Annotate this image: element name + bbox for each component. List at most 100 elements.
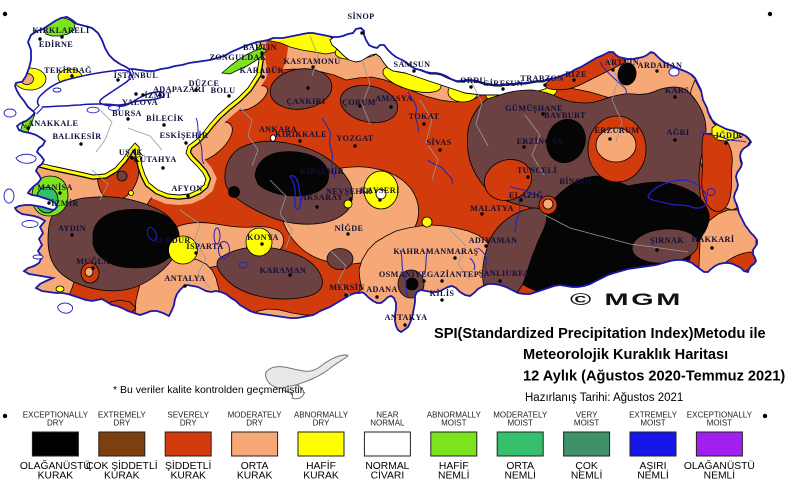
svg-text:KARS: KARS: [665, 86, 689, 95]
svg-text:NEMLİ: NEMLİ: [438, 469, 469, 482]
svg-text:KARABÜK: KARABÜK: [240, 66, 285, 75]
svg-text:EXTREMELY: EXTREMELY: [629, 411, 678, 420]
svg-text:ESKİŞEHİR: ESKİŞEHİR: [160, 130, 209, 140]
svg-text:ÇOK: ÇOK: [575, 461, 597, 472]
svg-text:MANİSA: MANİSA: [37, 182, 73, 192]
svg-text:AFYON: AFYON: [171, 184, 202, 193]
svg-text:KURAK: KURAK: [104, 471, 140, 482]
svg-text:KIRKLARELİ: KIRKLARELİ: [32, 25, 89, 35]
svg-text:GAZİANTEP: GAZİANTEP: [427, 269, 479, 279]
svg-text:MOIST: MOIST: [640, 419, 665, 428]
svg-text:ŞANLIURFA: ŞANLIURFA: [479, 269, 530, 278]
svg-text:NİĞDE: NİĞDE: [335, 223, 364, 233]
svg-text:ÇANKIRI: ÇANKIRI: [286, 97, 325, 106]
svg-text:ERZİNCAN: ERZİNCAN: [517, 136, 564, 146]
svg-text:TOKAT: TOKAT: [409, 112, 440, 121]
svg-text:MOIST: MOIST: [707, 419, 732, 428]
svg-text:BARTIN: BARTIN: [243, 43, 277, 52]
svg-text:DRY: DRY: [47, 419, 64, 428]
svg-text:BİNGÖL: BİNGÖL: [559, 176, 594, 186]
svg-text:OLAĞANÜSTÜ: OLAĞANÜSTÜ: [20, 459, 91, 472]
svg-text:KIRIKKALE: KIRIKKALE: [275, 130, 327, 139]
svg-text:KASTAMONU: KASTAMONU: [283, 57, 340, 66]
svg-text:ANTAKYA: ANTAKYA: [385, 313, 428, 322]
svg-text:KAHRAMANMARAŞ: KAHRAMANMARAŞ: [393, 247, 478, 256]
svg-text:İZMİT: İZMİT: [144, 90, 171, 100]
svg-text:NEMLİ: NEMLİ: [637, 469, 668, 482]
svg-text:MODERATELY: MODERATELY: [228, 411, 283, 420]
svg-text:MODERATELY: MODERATELY: [493, 411, 548, 420]
svg-text:ELAZIĞ: ELAZIĞ: [509, 190, 543, 200]
svg-text:* Bu veriler kalite kontrolden: * Bu veriler kalite kontrolden geçmemişt…: [113, 384, 306, 396]
svg-text:YOZGAT: YOZGAT: [336, 134, 373, 143]
svg-text:EXTREMELY: EXTREMELY: [98, 411, 147, 420]
svg-text:KÜTAHYA: KÜTAHYA: [133, 155, 176, 164]
svg-text:KONYA: KONYA: [247, 233, 279, 242]
svg-text:KURAK: KURAK: [237, 471, 273, 482]
svg-text:BAYBURT: BAYBURT: [544, 111, 586, 120]
svg-text:ABNORMALLY: ABNORMALLY: [294, 411, 349, 420]
svg-text:DRY: DRY: [180, 419, 197, 428]
svg-text:DRY: DRY: [246, 419, 263, 428]
svg-text:HAKKARİ: HAKKARİ: [692, 234, 735, 244]
svg-text:AKSARAY: AKSARAY: [301, 193, 344, 202]
svg-text:ZONGULDAK: ZONGULDAK: [209, 53, 267, 62]
svg-text:GİRESUN: GİRESUN: [483, 78, 523, 88]
svg-text:ORDU: ORDU: [460, 76, 486, 85]
svg-text:ORTA: ORTA: [241, 461, 269, 472]
svg-text:BİLECİK: BİLECİK: [146, 113, 184, 123]
svg-text:TRABZON: TRABZON: [520, 74, 563, 83]
svg-text:EDİRNE: EDİRNE: [39, 39, 73, 49]
svg-text:ABNORMALLY: ABNORMALLY: [427, 411, 482, 420]
svg-text:BALIKESİR: BALIKESİR: [52, 131, 101, 141]
svg-text:AMASYA: AMASYA: [375, 94, 413, 103]
svg-text:NEAR: NEAR: [376, 411, 398, 420]
svg-text:SİNOP: SİNOP: [347, 11, 374, 21]
svg-text:KIRŞEHİR: KIRŞEHİR: [300, 166, 344, 176]
svg-text:SEVERELY: SEVERELY: [167, 411, 209, 420]
svg-text:MUĞLA: MUĞLA: [76, 256, 109, 266]
svg-text:ARTVİN: ARTVİN: [605, 57, 639, 67]
svg-text:BURSA: BURSA: [112, 109, 142, 118]
svg-text:DRY: DRY: [113, 419, 130, 428]
svg-text:SAMSUN: SAMSUN: [394, 60, 431, 69]
svg-text:ŞİDDETLİ: ŞİDDETLİ: [165, 459, 211, 472]
svg-text:NEVŞEHİR: NEVŞEHİR: [326, 186, 372, 196]
svg-text:SPI(Standardized Precipitation: SPI(Standardized Precipitation Index)Met…: [434, 326, 766, 342]
svg-text:SİVAS: SİVAS: [426, 137, 451, 147]
svg-text:VERY: VERY: [576, 411, 598, 420]
svg-text:KARAMAN: KARAMAN: [260, 266, 306, 275]
svg-text:OLAĞANÜSTÜ: OLAĞANÜSTÜ: [684, 459, 755, 472]
svg-text:NORMAL: NORMAL: [365, 461, 409, 472]
svg-text:EXCEPTIONALLY: EXCEPTIONALLY: [687, 411, 753, 420]
svg-text:MERSİN: MERSİN: [329, 282, 364, 292]
svg-text:MOIST: MOIST: [441, 419, 466, 428]
svg-text:GÜMÜŞHANE: GÜMÜŞHANE: [505, 104, 563, 113]
svg-text:ERZURUM: ERZURUM: [594, 126, 639, 135]
svg-text:KURAK: KURAK: [303, 471, 339, 482]
svg-text:Meteorolojik Kuraklık Haritası: Meteorolojik Kuraklık Haritası: [523, 347, 728, 363]
svg-text:NEMLİ: NEMLİ: [504, 469, 535, 482]
svg-text:İSTANBUL: İSTANBUL: [114, 70, 159, 80]
svg-text:ANTALYA: ANTALYA: [164, 274, 205, 283]
svg-text:ISPARTA: ISPARTA: [186, 242, 223, 251]
svg-text:© MGM: © MGM: [570, 290, 683, 308]
svg-text:ANKARA: ANKARA: [259, 125, 297, 134]
svg-text:NORMAL: NORMAL: [370, 419, 405, 428]
svg-text:NEMLİ: NEMLİ: [704, 469, 735, 482]
svg-text:BOLU: BOLU: [211, 86, 236, 95]
svg-text:BURDUR: BURDUR: [153, 236, 190, 245]
svg-text:TUNCELİ: TUNCELİ: [517, 165, 557, 175]
svg-text:MOIST: MOIST: [574, 419, 599, 428]
svg-text:OSMANİYE: OSMANİYE: [379, 269, 427, 279]
svg-text:DRY: DRY: [313, 419, 330, 428]
svg-text:YALOVA: YALOVA: [122, 98, 158, 107]
svg-text:MOIST: MOIST: [508, 419, 533, 428]
svg-text:ORTA: ORTA: [506, 461, 534, 472]
svg-text:ÇANAKKALE: ÇANAKKALE: [22, 119, 79, 128]
svg-text:ADAPAZARI: ADAPAZARI: [153, 85, 205, 94]
svg-text:ADANA: ADANA: [366, 285, 398, 294]
svg-text:ÇOK ŞİDDETLİ: ÇOK ŞİDDETLİ: [86, 459, 158, 472]
svg-text:ARDAHAN: ARDAHAN: [638, 61, 683, 70]
svg-text:AĞRI: AĞRI: [667, 127, 690, 137]
